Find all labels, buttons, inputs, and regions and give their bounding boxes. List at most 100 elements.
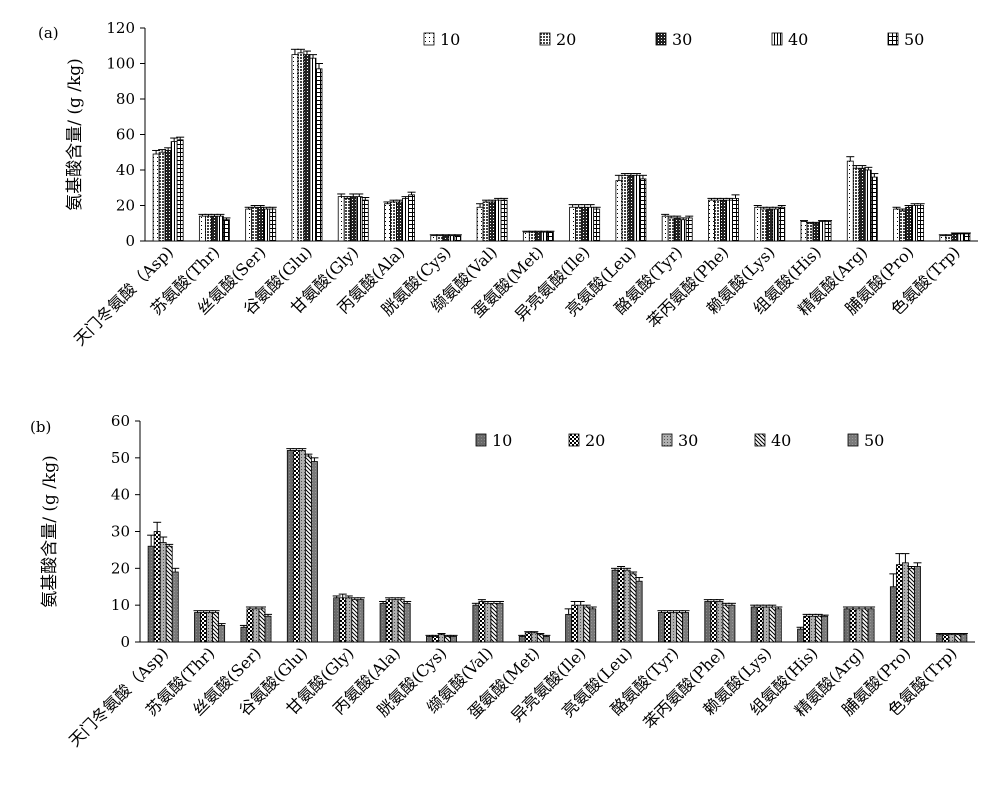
bar-50-7 <box>496 602 504 643</box>
bar-10-3 <box>291 54 299 242</box>
y-axis-label: 氨基酸含量/ (g /kg) <box>40 455 60 608</box>
bar-30-16 <box>905 206 912 242</box>
bar-10-2 <box>240 626 248 643</box>
bar-30-14 <box>809 615 817 643</box>
y-tick-label: 50 <box>111 449 130 467</box>
bar-20-13 <box>756 606 764 643</box>
bar-20-13 <box>760 208 768 242</box>
bar-40-15 <box>861 608 869 643</box>
bar-10-16 <box>893 208 900 242</box>
bar-30-12 <box>716 601 724 643</box>
legend-swatch-30 <box>661 433 673 447</box>
bar-40-10 <box>629 573 637 643</box>
bar-40-0 <box>170 141 178 242</box>
legend-label-40: 40 <box>771 431 791 450</box>
bar-50-15 <box>870 176 878 242</box>
bar-20-10 <box>617 567 625 643</box>
bar-50-11 <box>685 217 693 242</box>
bar-20-17 <box>945 235 953 242</box>
legend-swatch-10 <box>423 32 435 46</box>
bar-40-16 <box>911 205 919 242</box>
bar-30-3 <box>298 450 306 643</box>
bar-10-12 <box>704 601 712 643</box>
bar-10-11 <box>657 612 665 643</box>
bar-50-5 <box>403 602 411 643</box>
bar-50-2 <box>264 615 272 643</box>
bar-20-14 <box>806 222 814 242</box>
bar-40-8 <box>540 231 548 242</box>
y-tick-label: 0 <box>120 633 130 651</box>
bar-10-10 <box>611 569 619 643</box>
bar-40-11 <box>676 612 683 643</box>
bar-30-1 <box>206 612 213 643</box>
bar-20-0 <box>153 531 161 643</box>
bar-40-6 <box>448 235 456 242</box>
bar-10-0 <box>152 153 160 242</box>
bar-50-5 <box>408 194 415 242</box>
bar-50-9 <box>589 608 597 643</box>
bar-30-16 <box>902 562 909 643</box>
bar-50-10 <box>639 178 647 242</box>
legend-label-30: 30 <box>672 30 692 49</box>
bar-20-2 <box>251 206 259 242</box>
bar-20-7 <box>478 601 486 643</box>
bar-50-16 <box>914 566 921 643</box>
bar-30-4 <box>349 196 357 242</box>
bar-50-0 <box>171 571 179 643</box>
bar-40-3 <box>304 455 312 643</box>
bar-20-9 <box>571 604 579 643</box>
y-tick-label: 30 <box>111 523 130 541</box>
bar-40-7 <box>494 199 502 242</box>
legend-swatch-50 <box>847 433 859 447</box>
bar-10-8 <box>522 231 530 242</box>
panel-b: (b)氨基酸含量/ (g /kg)0102030405060天门冬氨酸（Asp)… <box>30 412 975 750</box>
bar-50-14 <box>824 221 832 242</box>
legend-label-10: 10 <box>440 30 460 49</box>
bar-20-0 <box>158 151 166 242</box>
bar-20-1 <box>200 612 207 643</box>
y-axis-label: 氨基酸含量/ (g /kg) <box>65 58 85 211</box>
bar-40-14 <box>815 615 823 643</box>
bar-20-14 <box>803 615 811 643</box>
x-tick-label: 苯丙氨酸(Phe) <box>643 242 732 331</box>
bar-10-2 <box>245 208 253 242</box>
bar-30-12 <box>720 199 727 242</box>
bar-40-5 <box>402 197 409 242</box>
legend-swatch-50 <box>887 32 899 46</box>
bar-40-9 <box>587 206 595 242</box>
bar-40-11 <box>679 219 687 242</box>
y-tick-label: 80 <box>116 90 135 108</box>
y-tick-label: 60 <box>116 126 135 144</box>
bar-50-3 <box>315 68 323 242</box>
bar-20-6 <box>436 235 444 242</box>
bar-40-9 <box>583 606 591 643</box>
bar-50-3 <box>311 461 318 643</box>
bar-50-0 <box>176 139 184 242</box>
bar-30-13 <box>762 606 770 643</box>
bar-40-2 <box>263 208 271 242</box>
legend-swatch-20 <box>568 433 580 447</box>
bar-40-1 <box>212 612 220 643</box>
bar-20-15 <box>852 167 860 242</box>
bar-10-3 <box>286 450 294 643</box>
bar-20-4 <box>343 197 351 242</box>
bar-40-5 <box>397 599 405 643</box>
bar-30-13 <box>766 208 774 242</box>
bar-40-17 <box>957 233 965 242</box>
bar-10-9 <box>565 613 573 643</box>
bar-40-4 <box>355 196 363 242</box>
bar-30-7 <box>488 201 496 242</box>
bar-50-1 <box>218 625 226 643</box>
y-tick-label: 20 <box>116 197 135 215</box>
bar-20-11 <box>667 217 675 242</box>
x-tick-label: 苯丙氨酸(Phe) <box>640 643 729 732</box>
bar-30-10 <box>623 569 631 643</box>
bar-40-17 <box>954 634 962 643</box>
legend-swatch-20 <box>539 32 551 46</box>
bar-10-1 <box>198 215 206 242</box>
bar-40-2 <box>258 608 266 643</box>
bar-40-1 <box>217 215 224 242</box>
bar-10-17 <box>939 235 947 242</box>
bar-20-5 <box>385 599 393 643</box>
bar-30-11 <box>673 217 681 242</box>
